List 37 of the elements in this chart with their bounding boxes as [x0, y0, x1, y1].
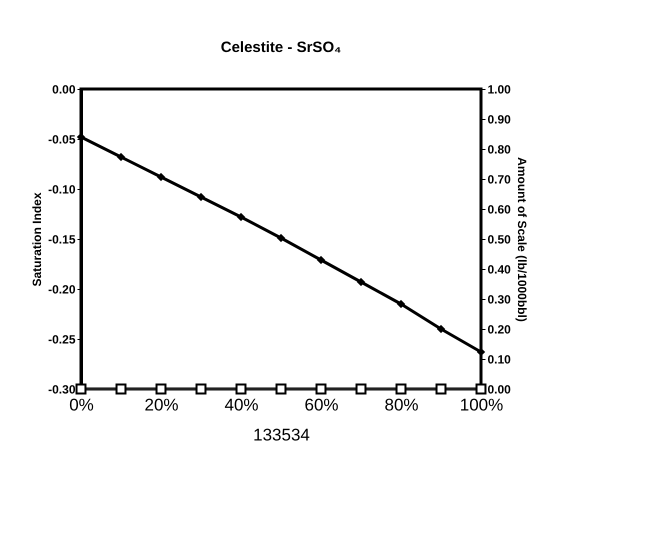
- chart-title: Celestite - SrSO₄: [220, 39, 342, 56]
- y2-tick-label: 0.50: [488, 232, 512, 246]
- y2-tick-label: 0.10: [488, 352, 512, 366]
- y2-tick-label: 0.90: [488, 112, 512, 126]
- x-axis-title: 133534: [253, 426, 310, 444]
- y-tick-label: -0.05: [48, 132, 76, 146]
- y2-axis-title: Amount of Scale (lb/1000bbl): [514, 157, 529, 322]
- point: [316, 256, 326, 264]
- point: [436, 324, 446, 334]
- y2-tick-label: 0.20: [488, 322, 512, 336]
- y2-tick-label: 1.00: [488, 82, 512, 96]
- y2-tick-label: 0.80: [488, 142, 512, 156]
- x-tick-label: 80%: [384, 396, 419, 414]
- y-tick-label: -0.10: [48, 182, 76, 196]
- y2-tick-label: 0.30: [488, 292, 512, 306]
- x-tick-label: 60%: [304, 396, 339, 414]
- y-tick-label: -0.15: [48, 232, 76, 246]
- y2-tick-label: 0.00: [488, 382, 512, 396]
- y-tick-label: -0.20: [48, 282, 76, 296]
- x-tick-label: 100%: [460, 396, 504, 414]
- point: [356, 278, 366, 286]
- y2-tick-label: 0.40: [488, 262, 512, 276]
- point: [196, 192, 206, 202]
- x-tick-label: 20%: [144, 396, 179, 414]
- point: [396, 300, 406, 308]
- y-tick-label: -0.25: [48, 332, 76, 346]
- y2-tick-label: 0.60: [488, 202, 512, 216]
- point: [276, 234, 286, 242]
- point: [236, 212, 246, 222]
- point: [116, 152, 126, 162]
- y-tick-label: 0.00: [52, 82, 76, 96]
- x-tick-label: 40%: [224, 396, 259, 414]
- x-tick-label: 0%: [69, 396, 94, 414]
- point: [156, 172, 166, 182]
- y2-tick-label: 0.70: [488, 172, 512, 186]
- y-tick-label: -0.30: [48, 382, 76, 396]
- y-axis-title: Saturation Index: [30, 192, 44, 287]
